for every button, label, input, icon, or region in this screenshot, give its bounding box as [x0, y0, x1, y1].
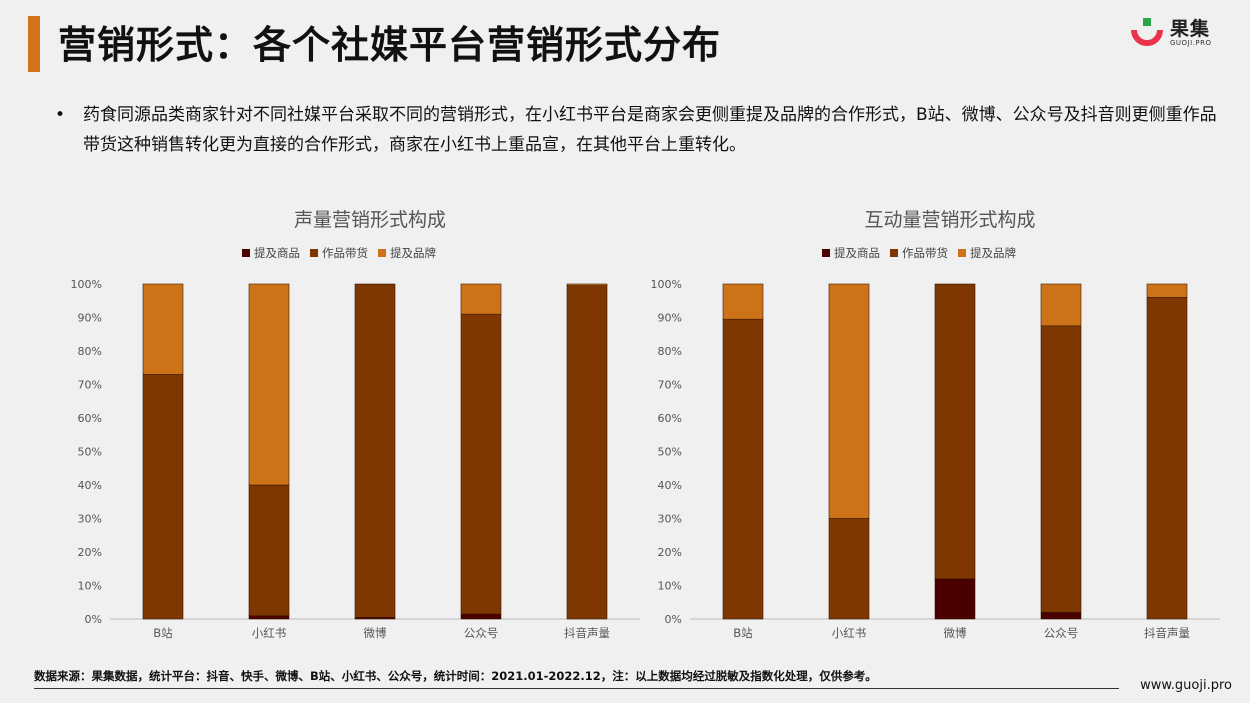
- y-tick-label: 50%: [658, 446, 682, 459]
- summary-bullet: • 药食同源品类商家针对不同社媒平台采取不同的营销形式，在小红书平台是商家会更侧…: [55, 100, 1230, 160]
- y-tick-label: 100%: [651, 278, 682, 291]
- y-tick-label: 60%: [78, 412, 102, 425]
- x-tick-label: 公众号: [464, 626, 499, 640]
- bar-segment-3-2: [460, 283, 502, 315]
- legend-swatch-1: [890, 249, 898, 257]
- chart-voice-volume: 声量营销形式构成提及商品 作品带货 提及品牌 0% 10% 20% 30% 40% 50% 60%…: [60, 200, 650, 650]
- chart-title: 互动量营销形式构成: [864, 209, 1035, 231]
- y-tick-label: 80%: [78, 345, 102, 358]
- footer-divider: [34, 688, 1119, 689]
- legend-swatch-0: [242, 249, 250, 257]
- bar-segment-0-2: [722, 283, 764, 320]
- title-accent-bar: [28, 16, 40, 72]
- y-tick-label: 70%: [78, 379, 102, 392]
- page-title: 营销形式：各个社媒平台营销形式分布: [58, 23, 722, 67]
- logo-name: 果集: [1170, 18, 1211, 40]
- y-tick-label: 30%: [78, 513, 102, 526]
- legend-label-1: 作品带货: [902, 246, 948, 260]
- bar-segment-0-1: [142, 374, 184, 620]
- x-tick-label: 抖音声量: [1144, 626, 1190, 640]
- footer-url-link[interactable]: www.guoji.pro: [1140, 678, 1232, 693]
- bar-segment-0-2: [142, 283, 184, 375]
- bar-segment-3-1: [460, 313, 502, 615]
- guoji-logo-icon: [1131, 18, 1163, 46]
- brand-logo: 果集 GUOJI.PRO: [1130, 10, 1240, 50]
- bar-segment-1-2: [248, 283, 290, 486]
- legend-label-0: 提及商品: [834, 246, 880, 260]
- legend-swatch-0: [822, 249, 830, 257]
- x-tick-label: 小红书: [832, 626, 867, 640]
- y-tick-label: 70%: [658, 379, 682, 392]
- y-tick-label: 0%: [665, 613, 682, 626]
- y-tick-label: 80%: [658, 345, 682, 358]
- legend-swatch-1: [310, 249, 318, 257]
- bar-segment-3-0: [1040, 611, 1082, 620]
- x-tick-label: 微博: [364, 626, 387, 640]
- legend-label-0: 提及商品: [254, 246, 300, 260]
- bar-segment-0-1: [722, 318, 764, 620]
- bar-segment-4-1: [1146, 297, 1188, 620]
- y-tick-label: 20%: [78, 546, 102, 559]
- legend-swatch-2: [958, 249, 966, 257]
- chart-title: 声量营销形式构成: [294, 209, 446, 231]
- logo-subtitle: GUOJI.PRO: [1170, 39, 1212, 47]
- summary-text: 药食同源品类商家针对不同社媒平台采取不同的营销形式，在小红书平台是商家会更侧重提…: [83, 105, 1217, 155]
- x-tick-label: 微博: [944, 626, 967, 640]
- y-tick-label: 40%: [78, 479, 102, 492]
- legend-swatch-2: [378, 249, 386, 257]
- bar-segment-2-1: [354, 283, 396, 618]
- legend-label-2: 提及品牌: [390, 246, 436, 260]
- bar-segment-4-2: [1146, 283, 1188, 298]
- bar-segment-1-2: [828, 283, 870, 519]
- bar-segment-3-2: [1040, 283, 1082, 327]
- y-tick-label: 10%: [78, 580, 102, 593]
- bar-segment-3-0: [460, 613, 502, 620]
- y-tick-label: 90%: [658, 312, 682, 325]
- x-tick-label: 公众号: [1044, 626, 1079, 640]
- legend-label-1: 作品带货: [322, 246, 368, 260]
- y-tick-label: 50%: [78, 446, 102, 459]
- y-tick-label: 10%: [658, 580, 682, 593]
- x-tick-label: B站: [153, 626, 173, 640]
- chart-interaction-volume: 互动量营销形式构成提及商品 作品带货 提及品牌 0% 10% 20% 30% 40% 50% 60…: [640, 200, 1230, 650]
- y-tick-label: 40%: [658, 479, 682, 492]
- x-tick-label: B站: [733, 626, 753, 640]
- bar-segment-2-1: [934, 283, 976, 580]
- bar-segment-4-2: [566, 283, 608, 286]
- x-tick-label: 抖音声量: [564, 626, 610, 640]
- data-source-note: 数据来源：果集数据，统计平台：抖音、快手、微博、B站、小红书、公众号，统计时间：…: [34, 669, 877, 683]
- y-tick-label: 90%: [78, 312, 102, 325]
- x-tick-label: 小红书: [252, 626, 287, 640]
- y-tick-label: 30%: [658, 513, 682, 526]
- bar-segment-2-0: [934, 578, 976, 620]
- bar-segment-1-1: [828, 518, 870, 620]
- bar-segment-4-1: [566, 285, 608, 620]
- y-tick-label: 20%: [658, 546, 682, 559]
- bar-segment-1-0: [248, 615, 290, 620]
- bullet-marker: •: [55, 105, 66, 125]
- bar-segment-3-1: [1040, 325, 1082, 613]
- y-tick-label: 100%: [71, 278, 102, 291]
- bar-segment-1-1: [248, 484, 290, 616]
- y-tick-label: 60%: [658, 412, 682, 425]
- legend-label-2: 提及品牌: [970, 246, 1016, 260]
- y-tick-label: 0%: [85, 613, 102, 626]
